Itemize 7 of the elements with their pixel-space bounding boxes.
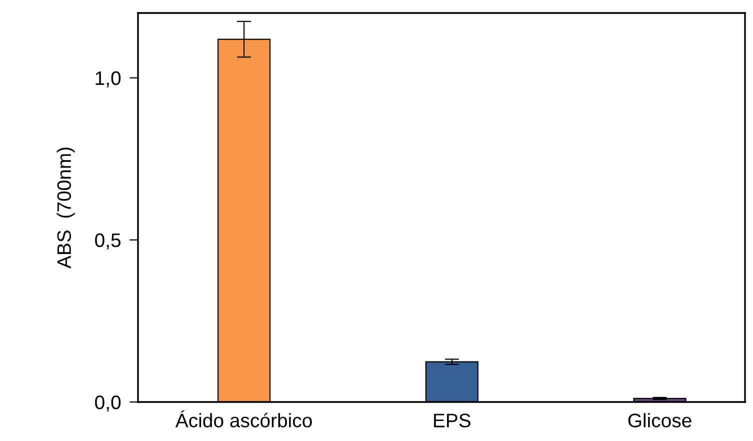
x-tick-label: EPS [434, 414, 470, 428]
y-tick-label: 0,0 [95, 395, 121, 412]
x-tick-label: Glicose [628, 413, 692, 428]
y-tick-label: 0,5 [95, 233, 121, 250]
x-tick-label: Ácido ascórbico [175, 410, 312, 428]
y-tick-label: 1,0 [96, 71, 121, 88]
y-axis-title: ABS (700nm) [56, 148, 75, 269]
